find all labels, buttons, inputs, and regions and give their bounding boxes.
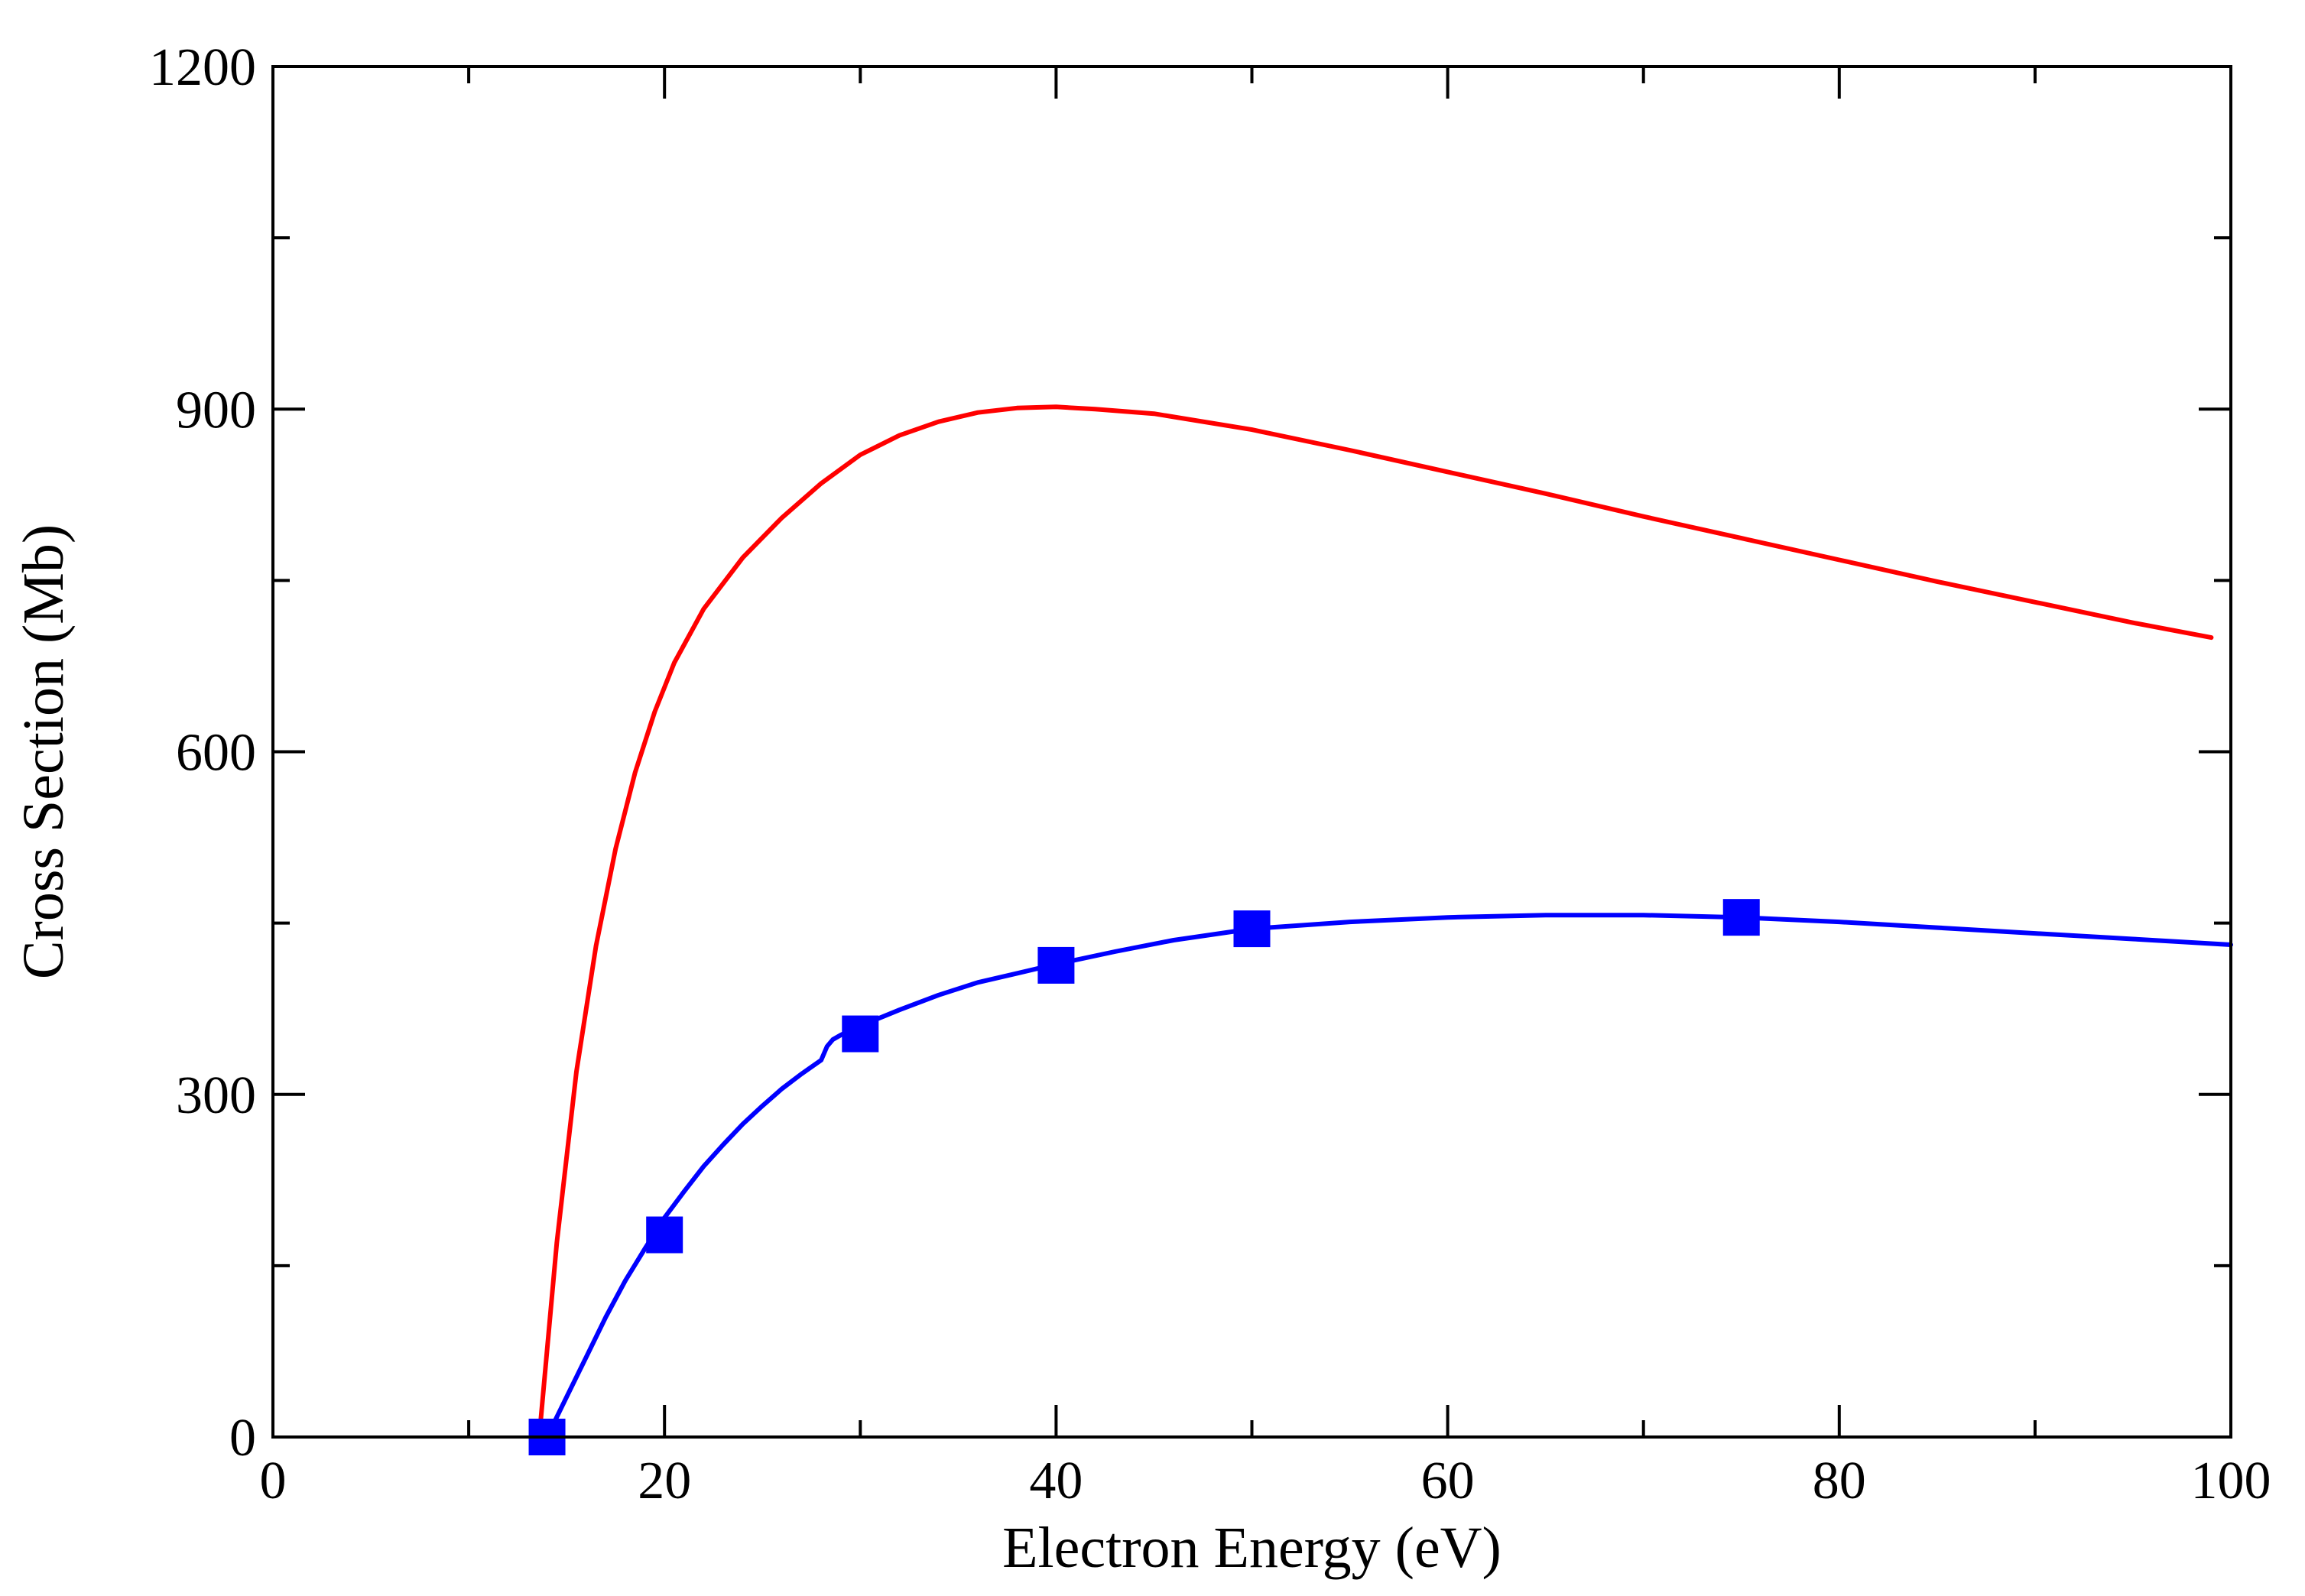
data-point-square [646,1216,683,1254]
x-axis-label: Electron Energy (eV) [1002,1516,1501,1580]
y-tick-label: 0 [229,1409,256,1468]
x-tick-label: 0 [260,1452,287,1510]
plot-frame [271,65,2232,1439]
x-tick-label: 20 [638,1452,691,1510]
y-axis-label: Cross Section (Mb) [11,524,76,979]
x-tick-label: 80 [1813,1452,1866,1510]
x-tick-label: 60 [1421,1452,1475,1510]
data-point-square [842,1015,879,1053]
y-tick-label: 300 [176,1066,256,1125]
data-point-square [1722,899,1760,936]
y-tick-label: 600 [176,724,256,783]
y-tick-label: 1200 [149,38,256,97]
series-line-red [537,404,2214,1439]
data-point-square [1037,946,1075,984]
x-tick-label: 40 [1029,1452,1083,1510]
data-point-square [1233,910,1271,948]
ticks-layer: 0 20 40 60 80 100 0 300 600 900 1200 [149,38,2271,1510]
y-tick-label: 900 [176,381,256,440]
series-line-blue [544,913,2233,1439]
x-tick-label: 100 [2191,1452,2271,1510]
plot-layer [528,404,2233,1455]
